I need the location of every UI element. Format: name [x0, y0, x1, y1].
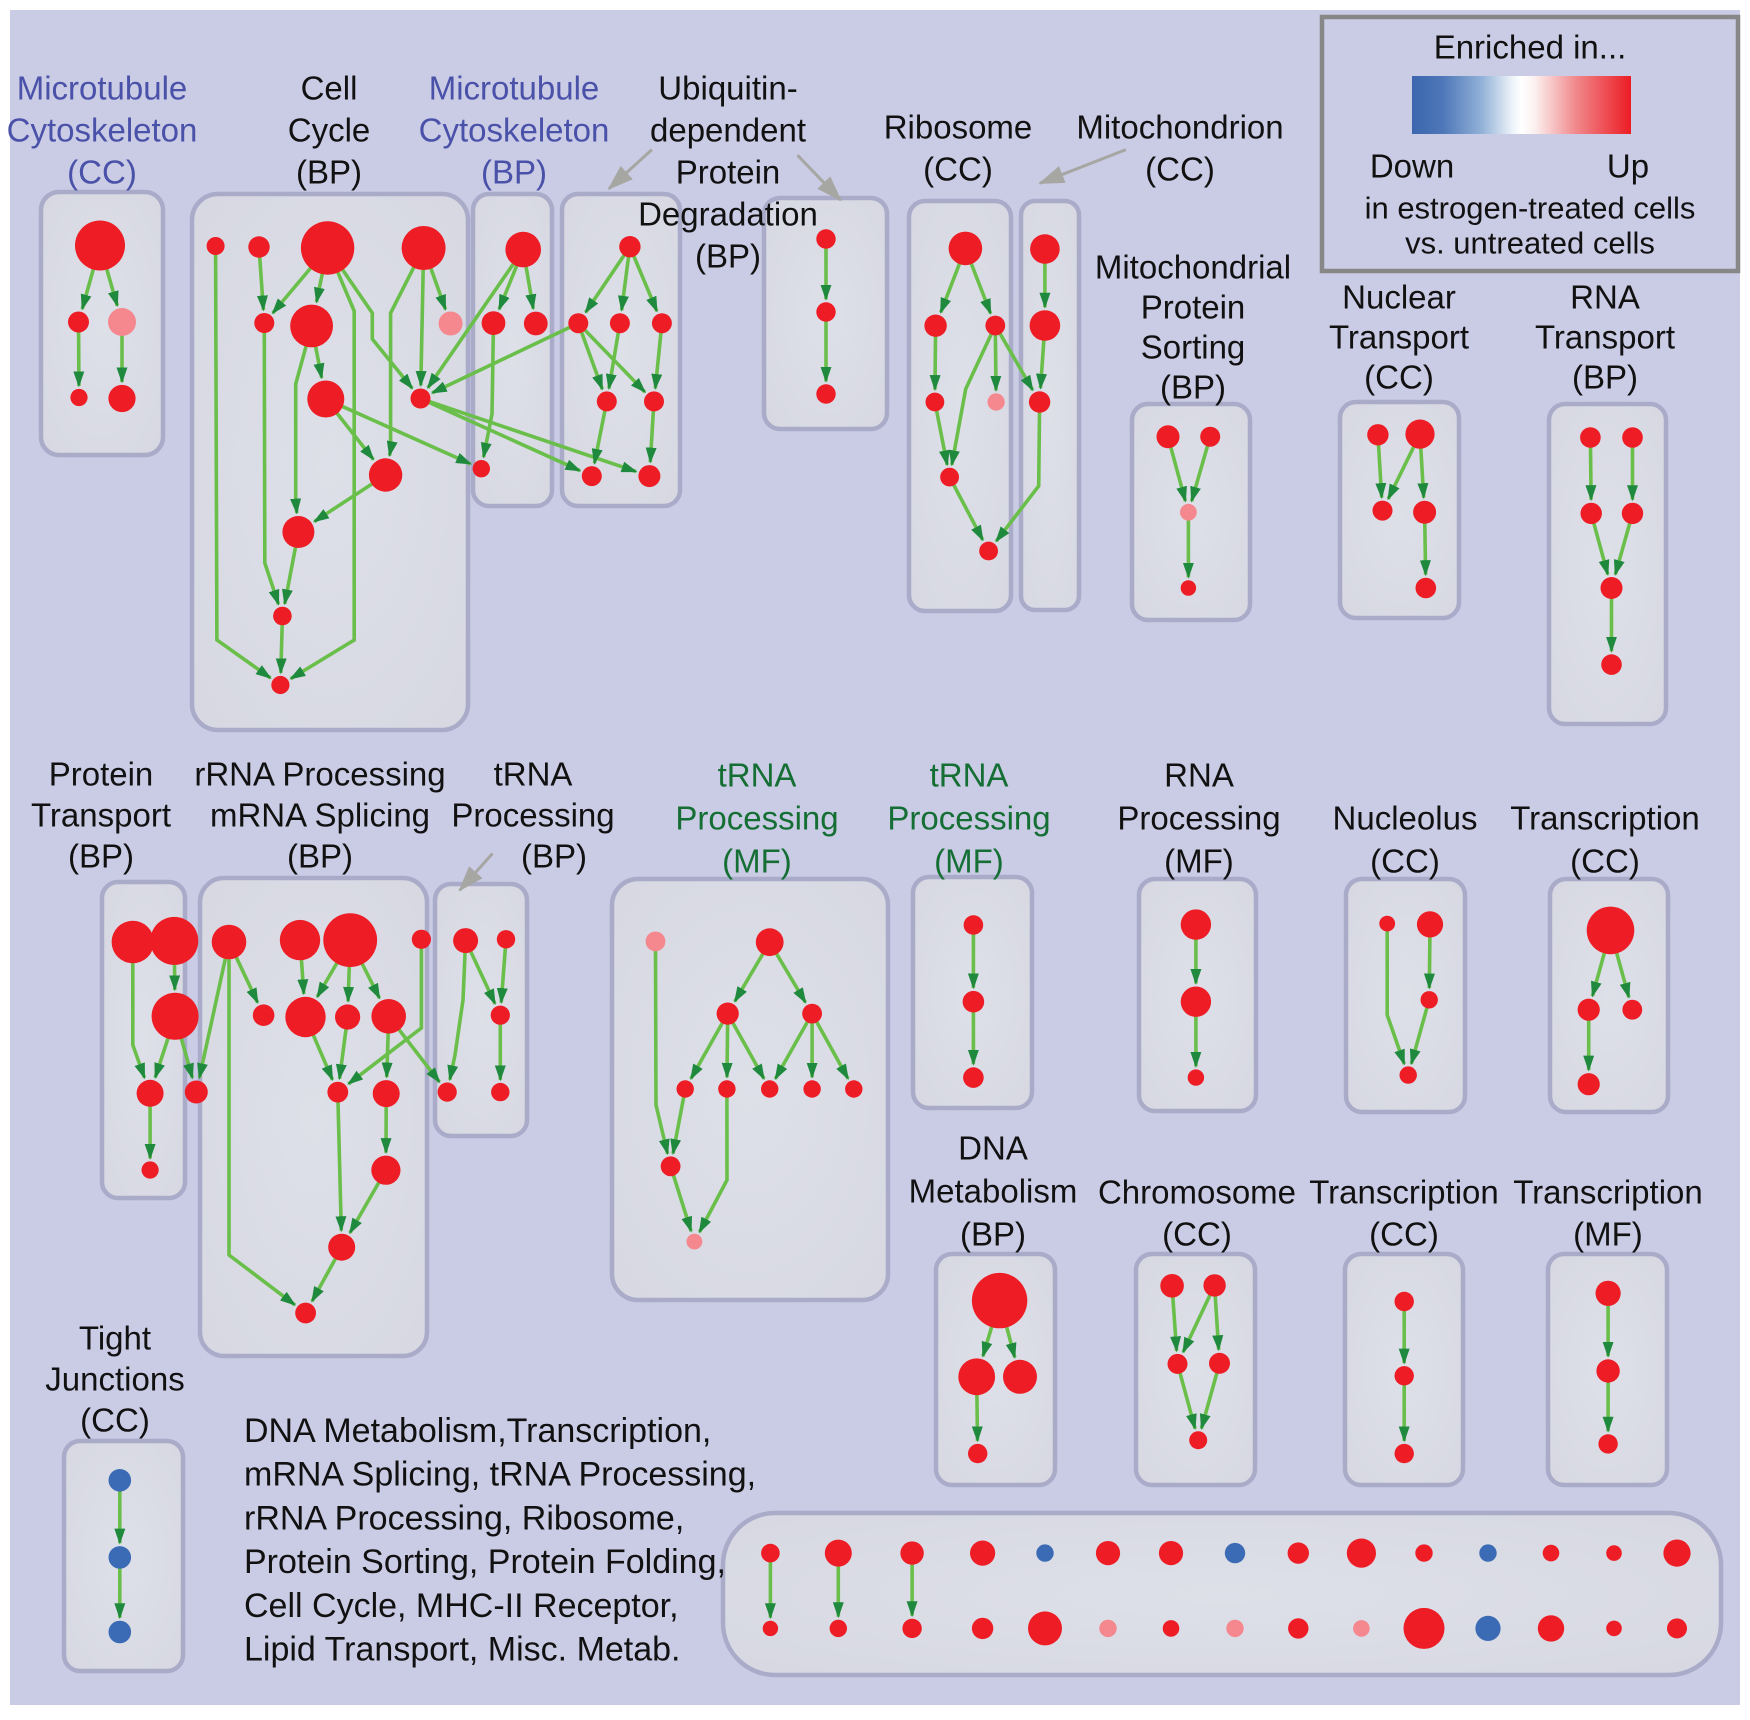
- svg-text:DNA Metabolism,Transcription,: DNA Metabolism,Transcription,: [244, 1412, 711, 1450]
- svg-text:(CC): (CC): [923, 151, 993, 188]
- svg-text:Microtubule: Microtubule: [429, 70, 600, 107]
- svg-text:Tight: Tight: [79, 1320, 151, 1357]
- svg-text:Mitochondrion: Mitochondrion: [1076, 109, 1283, 146]
- svg-text:(BP): (BP): [521, 838, 587, 875]
- svg-text:Sorting: Sorting: [1141, 329, 1246, 366]
- svg-text:Protein: Protein: [676, 154, 781, 191]
- svg-text:tRNA: tRNA: [494, 756, 573, 793]
- svg-text:Cell Cycle, MHC-II Receptor,: Cell Cycle, MHC-II Receptor,: [244, 1587, 679, 1625]
- svg-text:(BP): (BP): [481, 154, 547, 191]
- svg-text:(BP): (BP): [1160, 369, 1226, 406]
- svg-text:(BP): (BP): [296, 154, 362, 191]
- svg-text:Microtubule: Microtubule: [17, 70, 188, 107]
- svg-text:(BP): (BP): [960, 1216, 1026, 1253]
- svg-text:(CC): (CC): [1570, 843, 1640, 880]
- svg-text:Transcription: Transcription: [1510, 800, 1700, 837]
- svg-text:rRNA Processing, Ribosome,: rRNA Processing, Ribosome,: [244, 1499, 684, 1537]
- svg-text:Processing: Processing: [451, 797, 614, 834]
- svg-text:(BP): (BP): [68, 838, 134, 875]
- svg-text:(CC): (CC): [80, 1402, 150, 1439]
- svg-text:Ribosome: Ribosome: [884, 109, 1033, 146]
- svg-text:(CC): (CC): [1364, 359, 1434, 396]
- svg-text:Transport: Transport: [1535, 319, 1675, 356]
- svg-text:Transcription: Transcription: [1309, 1174, 1499, 1211]
- svg-text:Degradation: Degradation: [638, 196, 818, 233]
- svg-text:(CC): (CC): [67, 154, 137, 191]
- svg-text:Down: Down: [1370, 148, 1454, 185]
- svg-text:Processing: Processing: [675, 800, 838, 837]
- svg-text:Cytoskeleton: Cytoskeleton: [419, 112, 610, 149]
- svg-text:(MF): (MF): [1573, 1216, 1643, 1253]
- svg-text:Metabolism: Metabolism: [909, 1173, 1078, 1210]
- svg-text:(BP): (BP): [287, 838, 353, 875]
- svg-text:(BP): (BP): [1572, 359, 1638, 396]
- svg-text:DNA: DNA: [958, 1130, 1028, 1167]
- svg-text:(MF): (MF): [934, 843, 1004, 880]
- svg-text:(CC): (CC): [1370, 843, 1440, 880]
- svg-text:Nuclear: Nuclear: [1342, 279, 1456, 316]
- svg-text:Cycle: Cycle: [288, 112, 371, 149]
- svg-text:tRNA: tRNA: [930, 757, 1009, 794]
- svg-text:Transport: Transport: [1329, 319, 1469, 356]
- svg-text:Up: Up: [1607, 148, 1649, 185]
- svg-text:Lipid Transport, Misc. Metab.: Lipid Transport, Misc. Metab.: [244, 1631, 681, 1669]
- svg-text:Processing: Processing: [887, 800, 1050, 837]
- svg-text:vs. untreated cells: vs. untreated cells: [1405, 226, 1655, 261]
- svg-text:Protein: Protein: [49, 756, 154, 793]
- svg-text:(CC): (CC): [1162, 1216, 1232, 1253]
- svg-text:mRNA Splicing, tRNA Processing: mRNA Splicing, tRNA Processing,: [244, 1456, 756, 1494]
- svg-text:(BP): (BP): [695, 238, 761, 275]
- svg-text:rRNA Processing: rRNA Processing: [194, 756, 445, 793]
- svg-text:Transcription: Transcription: [1513, 1174, 1703, 1211]
- svg-text:Ubiquitin-: Ubiquitin-: [658, 70, 797, 107]
- svg-text:(MF): (MF): [1164, 843, 1234, 880]
- svg-text:Cytoskeleton: Cytoskeleton: [7, 112, 198, 149]
- svg-text:Processing: Processing: [1117, 800, 1280, 837]
- svg-text:mRNA Splicing: mRNA Splicing: [210, 797, 430, 834]
- svg-text:(CC): (CC): [1369, 1216, 1439, 1253]
- svg-text:RNA: RNA: [1164, 757, 1234, 794]
- svg-text:dependent: dependent: [650, 112, 806, 149]
- svg-text:(CC): (CC): [1145, 151, 1215, 188]
- svg-text:Nucleolus: Nucleolus: [1333, 800, 1478, 837]
- svg-text:Protein Sorting, Protein Foldi: Protein Sorting, Protein Folding,: [244, 1543, 726, 1581]
- svg-text:(MF): (MF): [722, 843, 792, 880]
- svg-text:Enriched in...: Enriched in...: [1434, 29, 1627, 66]
- svg-text:Mitochondrial: Mitochondrial: [1095, 249, 1291, 286]
- svg-text:Cell: Cell: [301, 70, 358, 107]
- svg-text:RNA: RNA: [1570, 279, 1640, 316]
- svg-text:Junctions: Junctions: [45, 1361, 184, 1398]
- svg-text:tRNA: tRNA: [718, 757, 797, 794]
- svg-text:in estrogen-treated cells: in estrogen-treated cells: [1365, 191, 1696, 226]
- svg-text:Transport: Transport: [31, 797, 171, 834]
- svg-text:Chromosome: Chromosome: [1098, 1174, 1296, 1211]
- svg-text:Protein: Protein: [1141, 289, 1246, 326]
